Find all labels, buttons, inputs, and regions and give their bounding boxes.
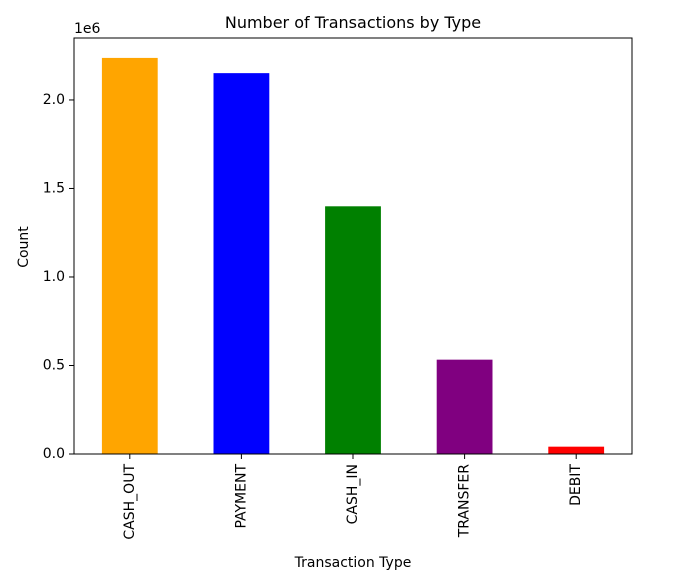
plot-area-frame	[73, 37, 633, 455]
y-tick-label: 1.0	[43, 269, 65, 285]
y-axis: 0.0 0.5 1.0 1.5 2.0	[43, 92, 74, 462]
x-axis-label: Transaction Type	[294, 555, 412, 571]
y-tick-label: 0.5	[43, 357, 65, 373]
y-tick-label: 2.0	[43, 92, 65, 108]
bar-transfer	[436, 359, 493, 454]
bars-layer	[101, 57, 605, 454]
y-tick-label: 0.0	[43, 446, 65, 462]
y-axis-offset-label: 1e6	[74, 21, 101, 37]
x-tick-label: PAYMENT	[233, 464, 249, 529]
x-tick-label: CASH_OUT	[122, 464, 138, 540]
x-tick-label: DEBIT	[568, 464, 584, 506]
bar-cash-in	[325, 206, 381, 454]
y-axis-label: Count	[16, 226, 32, 268]
bar-cash-out	[101, 57, 158, 454]
x-tick-label: CASH_IN	[345, 464, 361, 524]
bar-payment	[213, 73, 270, 454]
y-tick-label: 1.5	[43, 180, 65, 196]
x-axis: CASH_OUT PAYMENT CASH_IN TRANSFER DEBIT	[122, 454, 584, 540]
chart-title: Number of Transactions by Type	[225, 13, 481, 32]
bar-debit	[548, 446, 605, 454]
x-tick-label: TRANSFER	[457, 464, 473, 539]
